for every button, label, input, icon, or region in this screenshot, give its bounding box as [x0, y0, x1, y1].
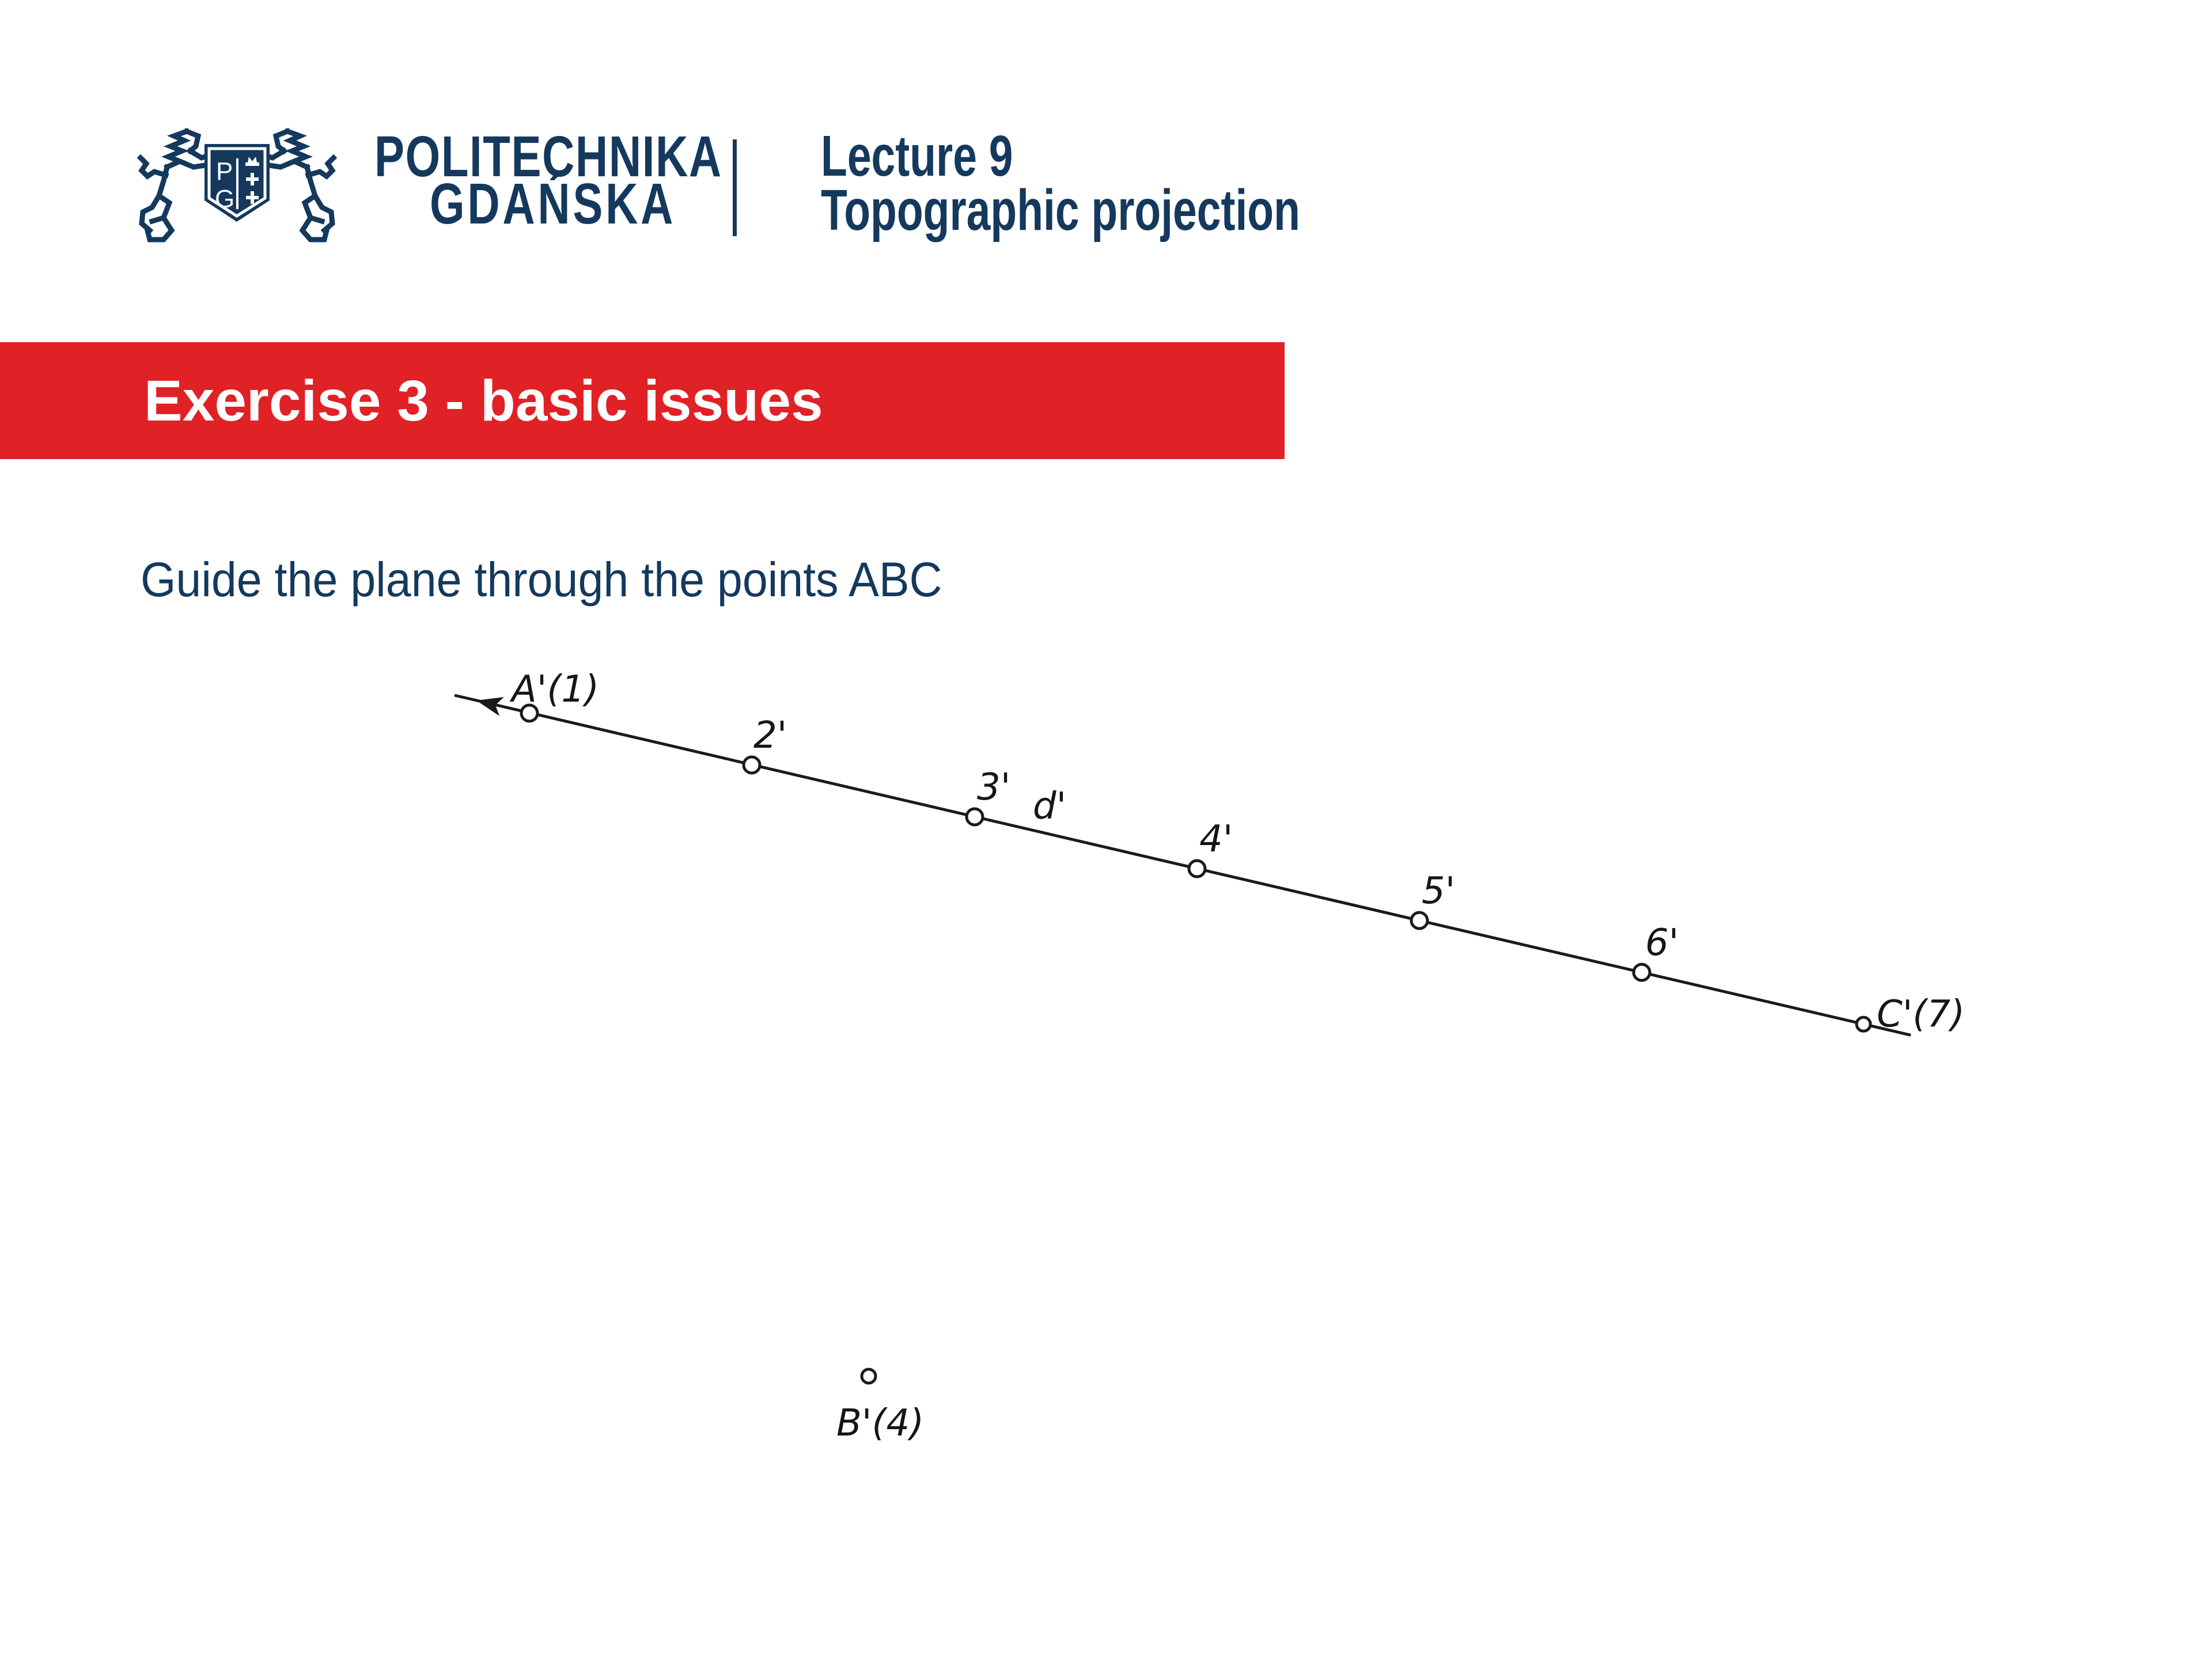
- point-label-0: A'(1): [509, 668, 599, 711]
- university-logo: P G: [137, 128, 338, 243]
- point-marker-6: [1855, 1016, 1872, 1033]
- point-label-6: C'(7): [1877, 993, 1965, 1036]
- point-label-B: B'(4): [836, 1402, 924, 1445]
- line-d-prime: [454, 694, 1911, 1037]
- lecture-topic: Topographic projection: [821, 178, 1300, 243]
- arrowhead-icon: [476, 697, 504, 716]
- point-label-4: 5': [1422, 870, 1455, 912]
- org-name-line2: GDAŃSKA: [430, 172, 676, 236]
- point-label-1: 2': [753, 714, 787, 757]
- task-statement: Guide the plane through the points ABC: [141, 552, 942, 607]
- point-label-3: 4': [1199, 818, 1233, 861]
- point-marker-0: [520, 703, 539, 723]
- header-separator: [733, 139, 737, 236]
- shield-icon: P G: [204, 144, 270, 222]
- org-name-line1: POLITECHNIKA: [374, 124, 722, 189]
- section-banner: Exercise 3 - basic issues: [0, 342, 1285, 459]
- point-marker-4: [1410, 911, 1429, 930]
- point-label-5: 6': [1645, 922, 1679, 964]
- lion-right-icon: [262, 128, 338, 243]
- diagram-content: d' A'(1) 2' 3' 4' 5' 6' C'(7) B'(4): [454, 668, 1965, 1445]
- section-title: Exercise 3 - basic issues: [144, 368, 823, 433]
- lecture-number: Lecture 9: [821, 124, 1013, 188]
- shield-letter-g: G: [215, 185, 234, 213]
- point-marker-2: [965, 807, 984, 827]
- point-label-2: 3': [977, 766, 1010, 809]
- lion-left-icon: [137, 128, 212, 243]
- shield-letter-p: P: [216, 157, 233, 185]
- point-marker-3: [1187, 859, 1207, 878]
- point-marker-B: [860, 1368, 877, 1385]
- point-marker-5: [1632, 963, 1652, 982]
- point-marker-1: [742, 755, 762, 775]
- line-label: d': [1033, 785, 1066, 828]
